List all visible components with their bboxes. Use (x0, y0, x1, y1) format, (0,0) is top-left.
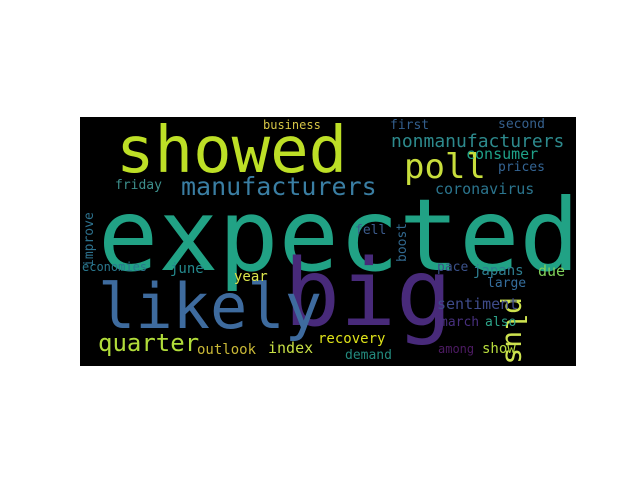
word-march: march (440, 315, 480, 330)
word-japans: japans (473, 263, 524, 279)
word-improve: improve (82, 212, 97, 267)
word-year: year (234, 269, 268, 285)
word-prices: prices (498, 160, 545, 175)
word-pace: pace (437, 260, 469, 275)
word-second: second (498, 117, 545, 132)
word-coronavirus: coronavirus (435, 180, 535, 198)
word-sentiment: sentiment (437, 295, 519, 313)
word-first: first (390, 118, 430, 133)
word-among: among (438, 342, 475, 356)
word-large: large (487, 276, 527, 291)
word-expected: expected (98, 177, 576, 294)
word-due: due (538, 262, 566, 280)
word-poll: poll (404, 147, 486, 187)
word-nonmanufacturers: nonmanufacturers (391, 131, 565, 152)
word-cloud: expected showed big likely manufacturers… (80, 117, 576, 366)
word-recovery: recovery (318, 331, 386, 347)
word-index: index (268, 339, 314, 357)
word-quarter: quarter (98, 329, 200, 357)
word-boost: boost (395, 222, 410, 262)
word-big: big (284, 239, 452, 347)
word-business: business (263, 118, 321, 132)
word-showed: showed (116, 117, 348, 188)
word-manufacturers: manufacturers (181, 172, 377, 201)
word-outlook: outlook (197, 342, 257, 358)
word-show: show (482, 341, 516, 357)
word-economies: economies (82, 260, 148, 274)
word-demand: demand (345, 348, 392, 363)
word-june: june (170, 261, 204, 277)
word-also: also (485, 315, 517, 330)
word-fell: fell (355, 223, 387, 238)
word-friday: friday (115, 178, 162, 193)
word-likely: likely (98, 270, 322, 343)
word-consumer: consumer (466, 145, 539, 163)
